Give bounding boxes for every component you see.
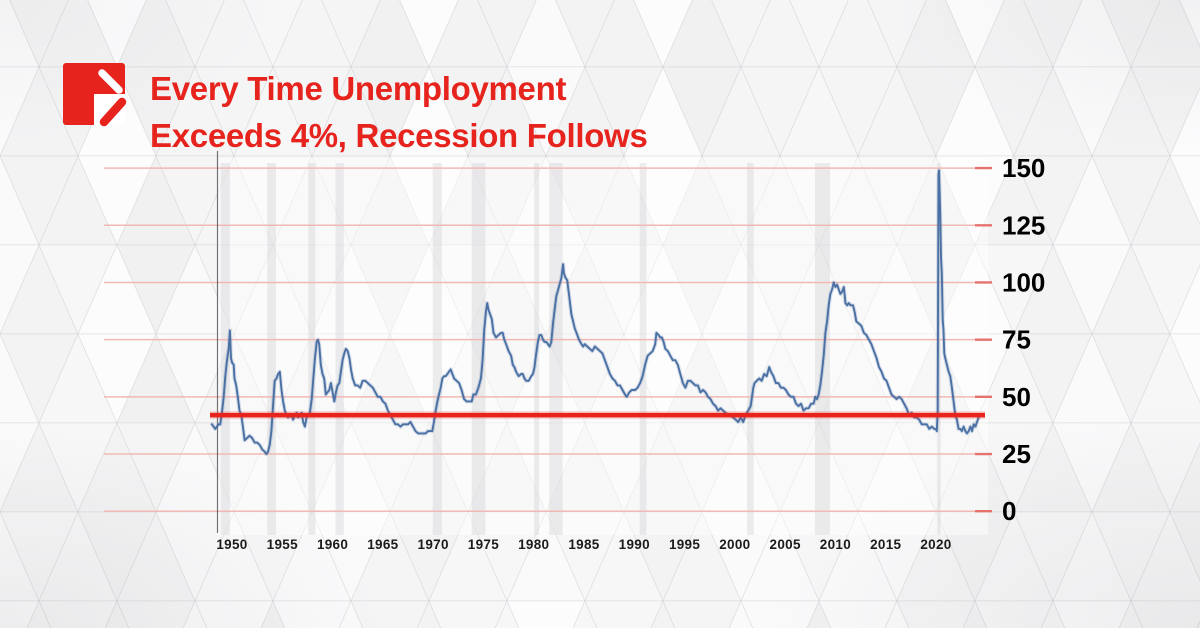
mosaic-triangle [584,600,664,628]
mosaic-triangle [962,600,988,628]
mosaic-triangle [884,600,910,628]
mosaic-triangle [350,600,430,628]
mosaic-triangle [494,600,520,628]
mosaic-triangle [1130,600,1200,628]
mosaic-triangle [260,600,286,628]
mosaic-triangle [1169,511,1200,582]
mosaic-triangle [506,600,586,628]
x-axis-label: 1985 [568,537,599,552]
mosaic-triangle [194,600,274,628]
mosaic-triangle [338,600,364,628]
mosaic-triangle [974,600,1054,628]
recession-band [335,163,344,535]
y-axis-label: 50 [1002,382,1031,412]
mosaic-triangle [116,600,196,628]
title-line-2: Exceeds 4%, Recession Follows [150,117,648,154]
mosaic-triangle [104,600,130,628]
mosaic-triangle [806,600,832,628]
x-axis-label: 1980 [518,537,549,552]
mosaic-triangle [728,600,754,628]
recession-band [747,163,754,535]
mosaic-triangle [1169,442,1200,513]
mosaic-triangle [572,600,598,628]
recession-band [471,163,486,535]
y-axis-label: 150 [1002,153,1045,183]
plot-area [217,158,988,535]
x-axis-label: 2020 [920,537,951,552]
mosaic-triangle [650,600,676,628]
recession-band [814,163,830,535]
recession-band [308,163,316,535]
mosaic-triangle [272,600,352,628]
mosaic-triangle [38,600,118,628]
recession-band [549,163,563,535]
x-axis-label: 1995 [669,537,700,552]
x-axis-label: 2005 [770,537,801,552]
mosaic-triangle [1118,600,1144,628]
mosaic-triangle [1052,600,1132,628]
x-axis-label: 1990 [619,537,650,552]
recession-band [937,163,941,535]
mosaic-triangle [1179,0,1200,48]
mosaic-triangle [1169,155,1200,226]
recession-band [432,163,442,535]
x-axis-label: 1955 [267,537,298,552]
brand-logo [63,63,127,127]
square-double-slash-icon [63,63,127,127]
x-axis-label: 1960 [317,537,348,552]
mosaic-triangle [1169,333,1200,404]
mosaic-triangle [1169,86,1200,157]
x-axis-label: 2015 [870,537,901,552]
x-axis-label: 1965 [367,537,398,552]
x-axis-label: 1970 [418,537,449,552]
y-axis-label: 25 [1002,439,1031,469]
y-axis-label: 75 [1002,325,1031,355]
recession-band [267,163,276,535]
recession-band [220,163,230,535]
mosaic-triangle [818,600,898,628]
chart-title: Every Time Unemployment Exceeds 4%, Rece… [150,63,648,159]
x-axis-label: 2000 [719,537,750,552]
unemployment-line [210,169,980,455]
mosaic-triangle [428,600,508,628]
recession-band [639,163,647,535]
title-line-1: Every Time Unemployment [150,70,567,107]
mosaic-triangle [416,600,442,628]
x-axis-label: 1975 [468,537,499,552]
x-axis-label: 2010 [820,537,851,552]
mosaic-triangle [26,600,52,628]
mosaic-triangle [896,600,976,628]
mosaic-triangle [662,600,742,628]
y-axis-label: 0 [1002,496,1016,526]
mosaic-triangle [740,600,820,628]
mosaic-triangle [1040,600,1066,628]
mosaic-triangle [1196,620,1200,628]
y-axis-label: 100 [1002,267,1045,297]
mosaic-triangle [182,600,208,628]
header: Every Time Unemployment Exceeds 4%, Rece… [63,63,648,159]
mosaic-triangle [0,600,40,628]
x-axis-label: 1950 [216,537,247,552]
y-axis-label: 125 [1002,210,1045,240]
mosaic-triangle [1169,264,1200,335]
